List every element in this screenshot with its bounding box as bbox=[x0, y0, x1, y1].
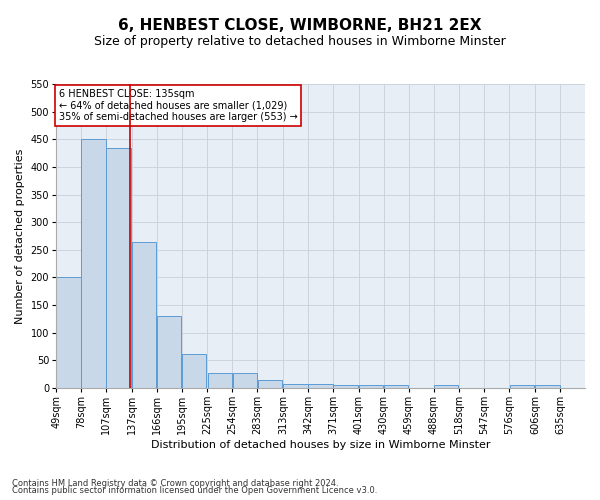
Text: 6 HENBEST CLOSE: 135sqm
← 64% of detached houses are smaller (1,029)
35% of semi: 6 HENBEST CLOSE: 135sqm ← 64% of detache… bbox=[59, 88, 298, 122]
Bar bbox=[509, 385, 534, 388]
Bar bbox=[132, 242, 157, 388]
X-axis label: Distribution of detached houses by size in Wimborne Minster: Distribution of detached houses by size … bbox=[151, 440, 490, 450]
Bar bbox=[56, 278, 81, 388]
Bar bbox=[233, 372, 257, 388]
Bar bbox=[434, 385, 458, 388]
Bar bbox=[208, 372, 232, 388]
Bar bbox=[283, 384, 308, 388]
Bar bbox=[182, 354, 206, 388]
Text: Size of property relative to detached houses in Wimborne Minster: Size of property relative to detached ho… bbox=[94, 35, 506, 48]
Y-axis label: Number of detached properties: Number of detached properties bbox=[15, 148, 25, 324]
Bar bbox=[308, 384, 332, 388]
Text: Contains public sector information licensed under the Open Government Licence v3: Contains public sector information licen… bbox=[12, 486, 377, 495]
Bar bbox=[106, 148, 131, 388]
Bar bbox=[359, 385, 383, 388]
Bar bbox=[82, 140, 106, 388]
Bar bbox=[535, 385, 560, 388]
Bar bbox=[257, 380, 282, 388]
Text: Contains HM Land Registry data © Crown copyright and database right 2024.: Contains HM Land Registry data © Crown c… bbox=[12, 478, 338, 488]
Bar bbox=[384, 385, 409, 388]
Bar bbox=[334, 385, 358, 388]
Text: 6, HENBEST CLOSE, WIMBORNE, BH21 2EX: 6, HENBEST CLOSE, WIMBORNE, BH21 2EX bbox=[118, 18, 482, 32]
Bar bbox=[157, 316, 181, 388]
